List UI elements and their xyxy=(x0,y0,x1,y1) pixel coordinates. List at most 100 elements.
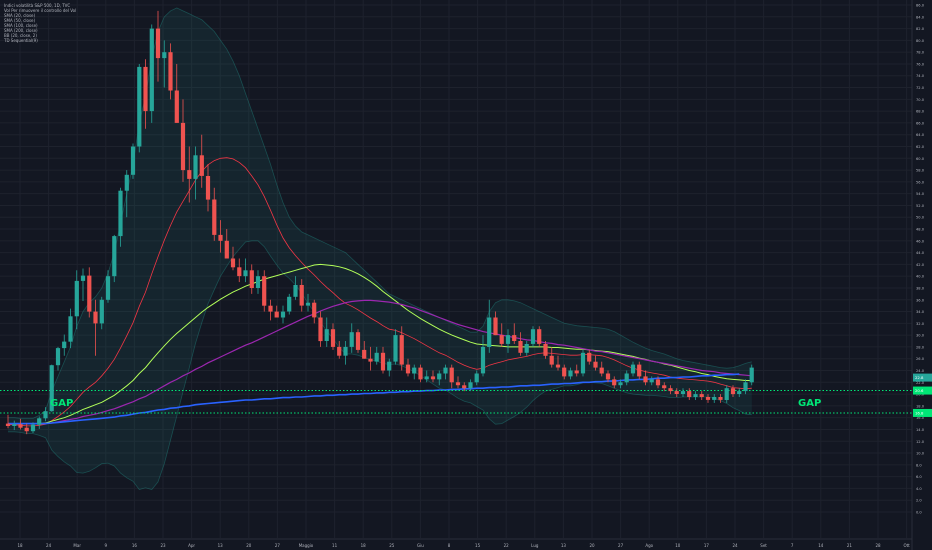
legend-volume[interactable]: Vol Per rimuovere il controllo del Vol xyxy=(4,8,77,13)
candle[interactable] xyxy=(668,385,673,395)
price-badge[interactable] xyxy=(913,373,932,382)
candle[interactable] xyxy=(137,63,142,153)
candle[interactable] xyxy=(705,394,711,403)
candle[interactable] xyxy=(468,379,473,392)
candle[interactable] xyxy=(399,326,404,371)
candle[interactable] xyxy=(212,187,217,241)
candle[interactable] xyxy=(337,341,342,359)
candle[interactable] xyxy=(268,299,273,321)
legend-sma100[interactable]: SMA (100, close) xyxy=(4,23,38,28)
candle[interactable] xyxy=(193,146,198,200)
candle[interactable] xyxy=(124,170,129,218)
candle[interactable] xyxy=(293,276,298,300)
candle[interactable] xyxy=(612,376,617,389)
candle[interactable] xyxy=(374,346,379,365)
candle[interactable] xyxy=(318,311,323,347)
candle[interactable] xyxy=(180,99,186,182)
candle[interactable] xyxy=(330,323,336,350)
candle[interactable] xyxy=(49,364,54,412)
candle[interactable] xyxy=(237,258,242,283)
candle[interactable] xyxy=(299,279,304,312)
candle[interactable] xyxy=(499,323,504,347)
candle[interactable] xyxy=(55,346,61,371)
candle[interactable] xyxy=(555,355,561,371)
candle[interactable] xyxy=(480,335,486,377)
candle[interactable] xyxy=(518,332,523,356)
candle[interactable] xyxy=(549,346,554,368)
candle[interactable] xyxy=(530,326,536,347)
candle[interactable] xyxy=(699,391,704,400)
candle[interactable] xyxy=(424,370,429,383)
candle[interactable] xyxy=(524,341,529,356)
candle[interactable] xyxy=(224,229,229,259)
candle[interactable] xyxy=(624,370,629,386)
legend-bb[interactable]: BB (20, close, 2) xyxy=(4,33,37,38)
price-axis[interactable]: 0.02.04.06.08.010.012.014.016.018.020.02… xyxy=(911,0,932,550)
candle[interactable] xyxy=(568,367,573,380)
candle[interactable] xyxy=(343,341,348,365)
candle[interactable] xyxy=(162,40,167,88)
candle[interactable] xyxy=(455,376,461,389)
candle[interactable] xyxy=(230,246,236,271)
candle[interactable] xyxy=(655,376,661,389)
candle[interactable] xyxy=(393,329,398,365)
candle[interactable] xyxy=(574,364,579,377)
candle[interactable] xyxy=(287,293,292,315)
candle[interactable] xyxy=(118,187,123,247)
candle[interactable] xyxy=(580,349,586,377)
legend-td[interactable]: TD Sequential(9) xyxy=(4,38,38,43)
price-badge[interactable] xyxy=(913,386,932,395)
candle[interactable] xyxy=(630,361,636,377)
legend-symbol[interactable]: Indici volatilità S&P 500, 1D, TVC xyxy=(4,3,71,8)
candle[interactable] xyxy=(737,388,742,398)
candle[interactable] xyxy=(30,422,36,434)
candle[interactable] xyxy=(649,376,654,386)
candle[interactable] xyxy=(68,308,73,349)
candle[interactable] xyxy=(430,370,436,383)
candle[interactable] xyxy=(693,391,698,400)
candle[interactable] xyxy=(505,329,511,353)
candle[interactable] xyxy=(12,420,17,431)
candle[interactable] xyxy=(362,341,367,359)
candle[interactable] xyxy=(255,270,261,294)
candle[interactable] xyxy=(680,388,686,398)
candle[interactable] xyxy=(149,24,154,123)
candle[interactable] xyxy=(205,164,211,212)
candle[interactable] xyxy=(368,346,373,371)
candle[interactable] xyxy=(605,370,611,383)
candle[interactable] xyxy=(712,394,717,403)
candle[interactable] xyxy=(387,358,392,377)
candle[interactable] xyxy=(37,416,42,429)
candle[interactable] xyxy=(24,423,29,435)
candle[interactable] xyxy=(593,355,598,371)
candle[interactable] xyxy=(312,299,317,324)
candle[interactable] xyxy=(5,414,11,429)
candle[interactable] xyxy=(380,346,386,374)
candle[interactable] xyxy=(412,364,417,380)
candle[interactable] xyxy=(168,43,173,100)
candle[interactable] xyxy=(112,234,117,283)
candle[interactable] xyxy=(80,268,86,301)
candle[interactable] xyxy=(743,379,748,395)
candle[interactable] xyxy=(74,270,79,330)
candle[interactable] xyxy=(537,326,542,347)
candle[interactable] xyxy=(324,317,329,347)
candle[interactable] xyxy=(349,323,354,353)
candle[interactable] xyxy=(218,220,223,253)
candle[interactable] xyxy=(280,305,286,324)
candle[interactable] xyxy=(474,370,479,386)
candle[interactable] xyxy=(130,143,136,179)
candle[interactable] xyxy=(99,296,104,330)
candle[interactable] xyxy=(18,418,23,430)
candle[interactable] xyxy=(249,264,254,294)
candle[interactable] xyxy=(355,329,361,353)
candle[interactable] xyxy=(43,407,48,422)
candle[interactable] xyxy=(143,59,148,129)
candle[interactable] xyxy=(262,270,267,312)
candle[interactable] xyxy=(687,388,692,400)
candle[interactable] xyxy=(618,379,623,389)
candle[interactable] xyxy=(105,270,111,303)
legend-sma50[interactable]: SMA (50, close) xyxy=(4,18,36,23)
candle[interactable] xyxy=(62,334,67,356)
